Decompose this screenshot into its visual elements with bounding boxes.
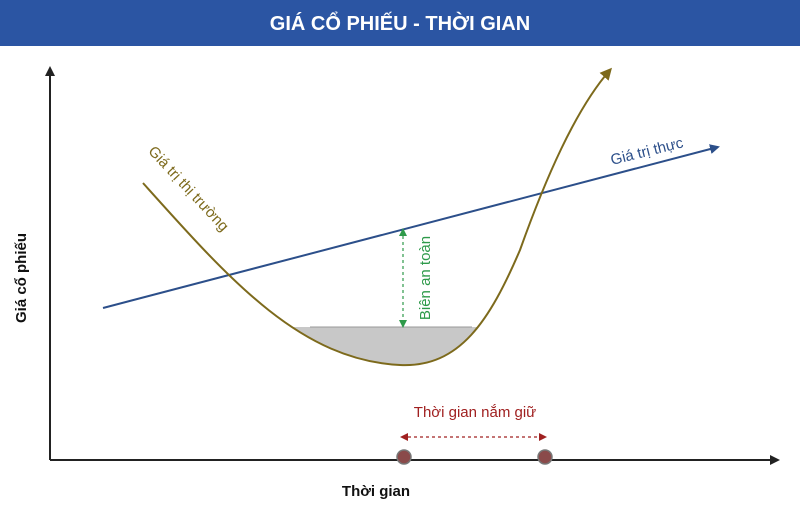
header-bar bbox=[0, 0, 800, 46]
market-label: Giá trị thị trường bbox=[145, 143, 232, 235]
intrinsic-line bbox=[102, 144, 720, 309]
margin-area bbox=[292, 327, 478, 366]
market-curve bbox=[142, 67, 612, 367]
intrinsic-label: Giá trị thực bbox=[609, 134, 686, 169]
holding-label: Thời gian nắm giữ bbox=[414, 404, 536, 421]
header-title: GIÁ CỔ PHIẾU - THỜI GIAN bbox=[270, 11, 530, 35]
margin-label: Biên an toàn bbox=[417, 236, 434, 320]
y-axis-label: Giá cổ phiếu bbox=[13, 233, 30, 323]
sell-point bbox=[537, 449, 553, 465]
buy-point bbox=[396, 449, 412, 465]
x-axis-label: Thời gian bbox=[342, 483, 410, 500]
